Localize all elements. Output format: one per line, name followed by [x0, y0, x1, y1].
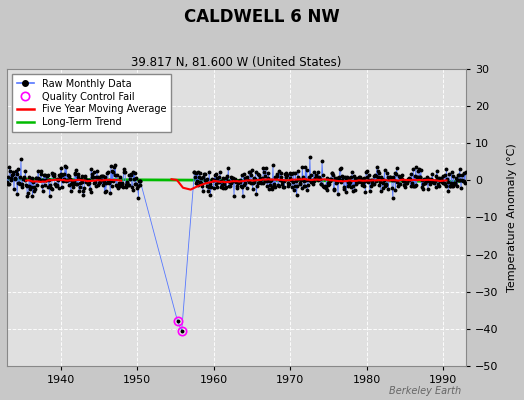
Legend: Raw Monthly Data, Quality Control Fail, Five Year Moving Average, Long-Term Tren: Raw Monthly Data, Quality Control Fail, …	[12, 74, 171, 132]
Text: CALDWELL 6 NW: CALDWELL 6 NW	[184, 8, 340, 26]
Title: 39.817 N, 81.600 W (United States): 39.817 N, 81.600 W (United States)	[132, 56, 342, 69]
Y-axis label: Temperature Anomaly (°C): Temperature Anomaly (°C)	[507, 143, 517, 292]
Text: Berkeley Earth: Berkeley Earth	[389, 386, 461, 396]
